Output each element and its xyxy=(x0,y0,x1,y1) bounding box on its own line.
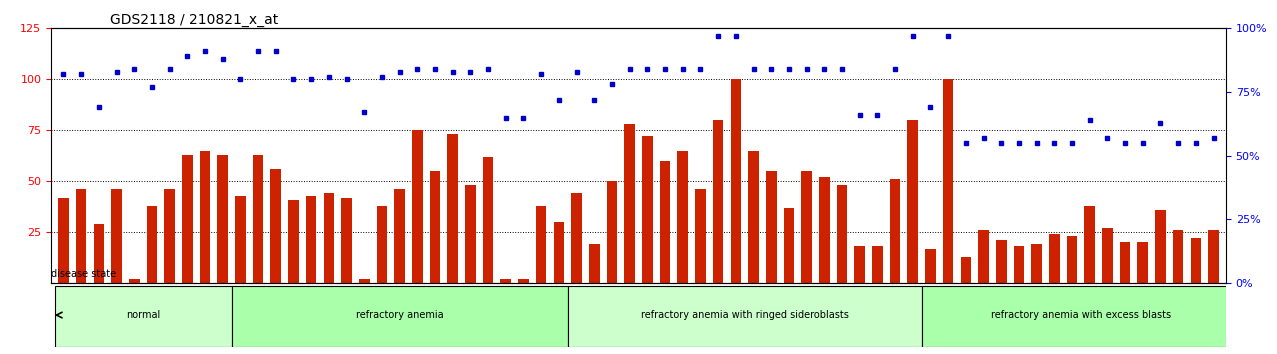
Bar xyxy=(518,279,529,283)
Bar xyxy=(677,151,688,283)
Bar xyxy=(960,257,971,283)
Bar xyxy=(430,171,441,283)
Bar xyxy=(59,198,69,283)
Bar xyxy=(713,120,724,283)
Bar xyxy=(271,169,281,283)
Bar xyxy=(695,189,706,283)
Bar xyxy=(1138,242,1148,283)
Bar xyxy=(908,120,918,283)
Bar xyxy=(1048,234,1060,283)
Bar xyxy=(836,185,847,283)
Bar xyxy=(536,206,547,283)
Bar xyxy=(801,171,812,283)
Bar xyxy=(890,179,900,283)
Bar xyxy=(217,155,229,283)
Bar xyxy=(165,189,175,283)
Bar xyxy=(1190,238,1202,283)
Bar xyxy=(978,230,988,283)
Bar xyxy=(359,279,369,283)
Bar xyxy=(93,224,105,283)
Text: GDS2118 / 210821_x_at: GDS2118 / 210821_x_at xyxy=(110,13,278,27)
Text: disease state: disease state xyxy=(51,269,116,279)
FancyBboxPatch shape xyxy=(55,286,231,347)
Bar xyxy=(1156,210,1166,283)
Bar xyxy=(1014,246,1024,283)
Text: refractory anemia with excess blasts: refractory anemia with excess blasts xyxy=(991,310,1171,320)
Bar xyxy=(1120,242,1130,283)
Bar xyxy=(395,189,405,283)
Bar xyxy=(465,185,476,283)
Bar xyxy=(1102,228,1112,283)
Bar xyxy=(607,181,617,283)
Bar xyxy=(323,194,335,283)
Bar xyxy=(1066,236,1078,283)
Bar xyxy=(501,279,511,283)
Bar xyxy=(642,136,653,283)
Bar xyxy=(289,200,299,283)
Bar xyxy=(377,206,387,283)
Bar xyxy=(553,222,564,283)
Bar xyxy=(996,240,1006,283)
Bar xyxy=(129,279,139,283)
Bar xyxy=(235,195,245,283)
Bar xyxy=(571,194,582,283)
Bar xyxy=(784,208,794,283)
FancyBboxPatch shape xyxy=(231,286,568,347)
Bar xyxy=(1172,230,1184,283)
Bar xyxy=(660,161,670,283)
Bar xyxy=(819,177,830,283)
Bar xyxy=(447,135,458,283)
Bar xyxy=(147,206,157,283)
Bar xyxy=(589,245,600,283)
Bar xyxy=(1208,230,1218,283)
FancyBboxPatch shape xyxy=(922,286,1240,347)
Bar xyxy=(766,171,776,283)
Bar xyxy=(306,195,317,283)
Bar xyxy=(1032,245,1042,283)
Bar xyxy=(341,198,352,283)
Bar xyxy=(748,151,759,283)
Bar xyxy=(730,79,741,283)
Bar xyxy=(872,246,882,283)
Bar xyxy=(412,130,423,283)
Bar xyxy=(854,246,865,283)
Bar xyxy=(199,151,211,283)
Bar xyxy=(183,155,193,283)
Bar xyxy=(1084,206,1094,283)
Bar xyxy=(111,189,121,283)
Bar xyxy=(925,249,936,283)
Bar xyxy=(483,157,493,283)
Bar xyxy=(624,124,635,283)
Bar xyxy=(75,189,87,283)
Bar xyxy=(942,79,954,283)
Bar xyxy=(253,155,263,283)
Text: normal: normal xyxy=(126,310,160,320)
Text: refractory anemia: refractory anemia xyxy=(356,310,443,320)
FancyBboxPatch shape xyxy=(568,286,922,347)
Text: refractory anemia with ringed sideroblasts: refractory anemia with ringed sideroblas… xyxy=(641,310,849,320)
